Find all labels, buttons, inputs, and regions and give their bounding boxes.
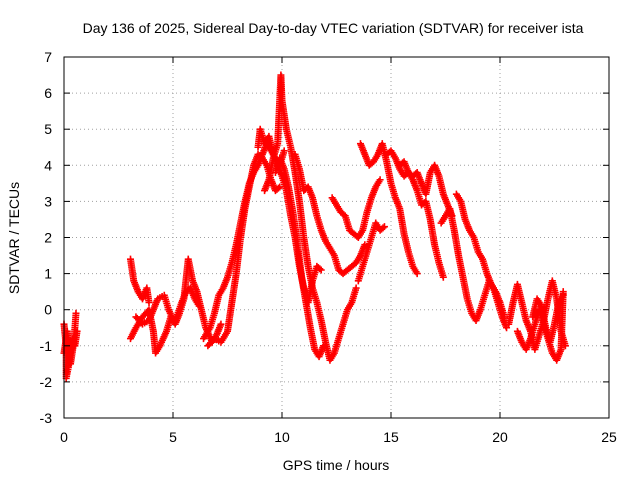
data-point bbox=[274, 184, 282, 192]
data-point bbox=[316, 265, 324, 273]
y-tick-label: 2 bbox=[44, 230, 52, 246]
data-point bbox=[379, 224, 387, 232]
data-point bbox=[380, 223, 388, 231]
y-tick-labels: -3 -2 -1 0 1 2 3 4 5 6 7 bbox=[40, 49, 53, 426]
ticks bbox=[63, 56, 610, 419]
x-axis-label: GPS time / hours bbox=[283, 457, 390, 473]
y-axis-label: SDTVAR / TECUs bbox=[6, 182, 22, 294]
y-tick-label: 6 bbox=[44, 85, 52, 101]
data-point bbox=[145, 298, 153, 306]
y-tick-label: -3 bbox=[40, 410, 53, 426]
data-point bbox=[413, 270, 421, 278]
chart-title: Day 136 of 2025, Sidereal Day-to-day VTE… bbox=[83, 20, 584, 36]
data-points bbox=[60, 71, 569, 382]
x-tick-label: 20 bbox=[492, 429, 508, 445]
data-point bbox=[503, 324, 511, 332]
y-tick-label: 1 bbox=[44, 266, 52, 282]
data-point bbox=[352, 284, 360, 292]
x-tick-label: 10 bbox=[274, 429, 290, 445]
data-point bbox=[439, 273, 447, 281]
y-tick-label: -1 bbox=[40, 338, 53, 354]
y-tick-label: 3 bbox=[44, 193, 52, 209]
data-point bbox=[217, 320, 225, 328]
grid bbox=[64, 57, 609, 418]
y-tick-label: 0 bbox=[44, 302, 52, 318]
data-point bbox=[317, 266, 325, 274]
x-tick-label: 5 bbox=[169, 429, 177, 445]
data-point bbox=[500, 313, 508, 321]
y-tick-label: 5 bbox=[44, 121, 52, 137]
data-point bbox=[559, 291, 567, 299]
y-tick-label: 4 bbox=[44, 157, 52, 173]
data-point bbox=[280, 147, 288, 155]
x-tick-label: 0 bbox=[60, 429, 68, 445]
y-tick-label: 7 bbox=[44, 49, 52, 65]
x-tick-labels: 0 5 10 15 20 25 bbox=[60, 429, 617, 445]
data-point bbox=[319, 342, 327, 350]
data-point bbox=[72, 309, 80, 317]
x-tick-label: 15 bbox=[383, 429, 399, 445]
y-tick-label: -2 bbox=[40, 374, 53, 390]
data-point bbox=[376, 176, 384, 184]
x-tick-label: 25 bbox=[601, 429, 617, 445]
